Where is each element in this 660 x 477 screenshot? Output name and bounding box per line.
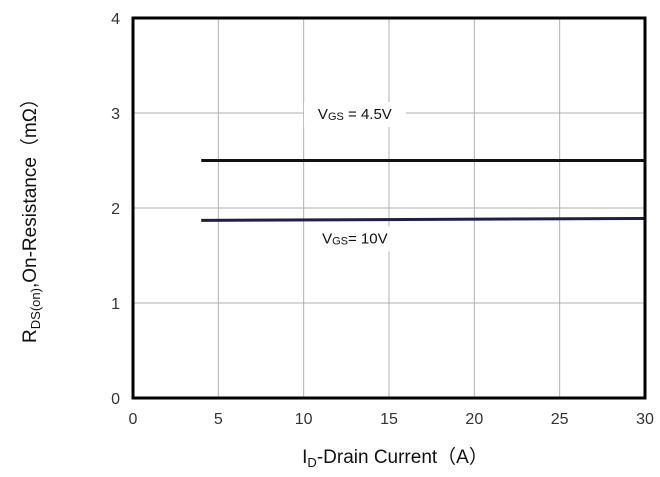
y-axis-title: RDS(on),On-Resistance（mΩ） [19, 89, 43, 343]
x-axis-title-main: I [302, 447, 307, 468]
series-label-subscript: GS [332, 235, 348, 247]
grid [132, 17, 646, 399]
x-tick-label: 25 [551, 411, 569, 428]
series-label-rest: = 10V [348, 230, 388, 247]
x-tick-label: 10 [295, 411, 313, 428]
y-tick-label: 0 [111, 391, 120, 408]
y-axis-title-subscript: DS(on) [28, 288, 43, 329]
series-label-vgs-4-5v: VGS = 4.5V [318, 106, 392, 123]
x-tick-label: 20 [465, 411, 483, 428]
series-label-background [308, 226, 402, 252]
x-axis-title: ID-Drain Current（A） [302, 446, 488, 470]
y-axis-title-rest: ,On-Resistance（mΩ） [19, 89, 41, 288]
y-tick-label: 3 [111, 106, 120, 123]
series-label-main: V [318, 106, 328, 123]
series-line-1 [201, 216, 646, 222]
series-label-rest: = 4.5V [344, 106, 392, 123]
x-tick-label: 5 [214, 411, 223, 428]
series-label-background [303, 102, 406, 127]
series-layer [201, 159, 646, 222]
x-axis-title-subscript: D [307, 455, 316, 470]
series-label-main: V [322, 230, 332, 247]
x-tick-label: 30 [636, 411, 654, 428]
y-tick-label: 2 [111, 201, 120, 218]
x-axis-title-rest: -Drain Current（A） [317, 446, 488, 468]
y-tick-label: 4 [111, 11, 120, 28]
y-tick-label: 1 [111, 296, 120, 313]
series-labels: VGS = 4.5V VGS= 10V [303, 102, 406, 252]
x-tick-label: 0 [129, 411, 138, 428]
series-label-subscript: GS [328, 111, 344, 123]
x-tick-labels: 0 5 10 15 20 25 30 [129, 411, 654, 428]
series-label-vgs-10v: VGS= 10V [322, 230, 388, 247]
x-tick-label: 15 [380, 411, 398, 428]
y-axis-title-main: R [20, 329, 41, 343]
y-tick-labels: 0 1 2 3 4 [111, 11, 120, 408]
plot-frame [131, 16, 647, 400]
